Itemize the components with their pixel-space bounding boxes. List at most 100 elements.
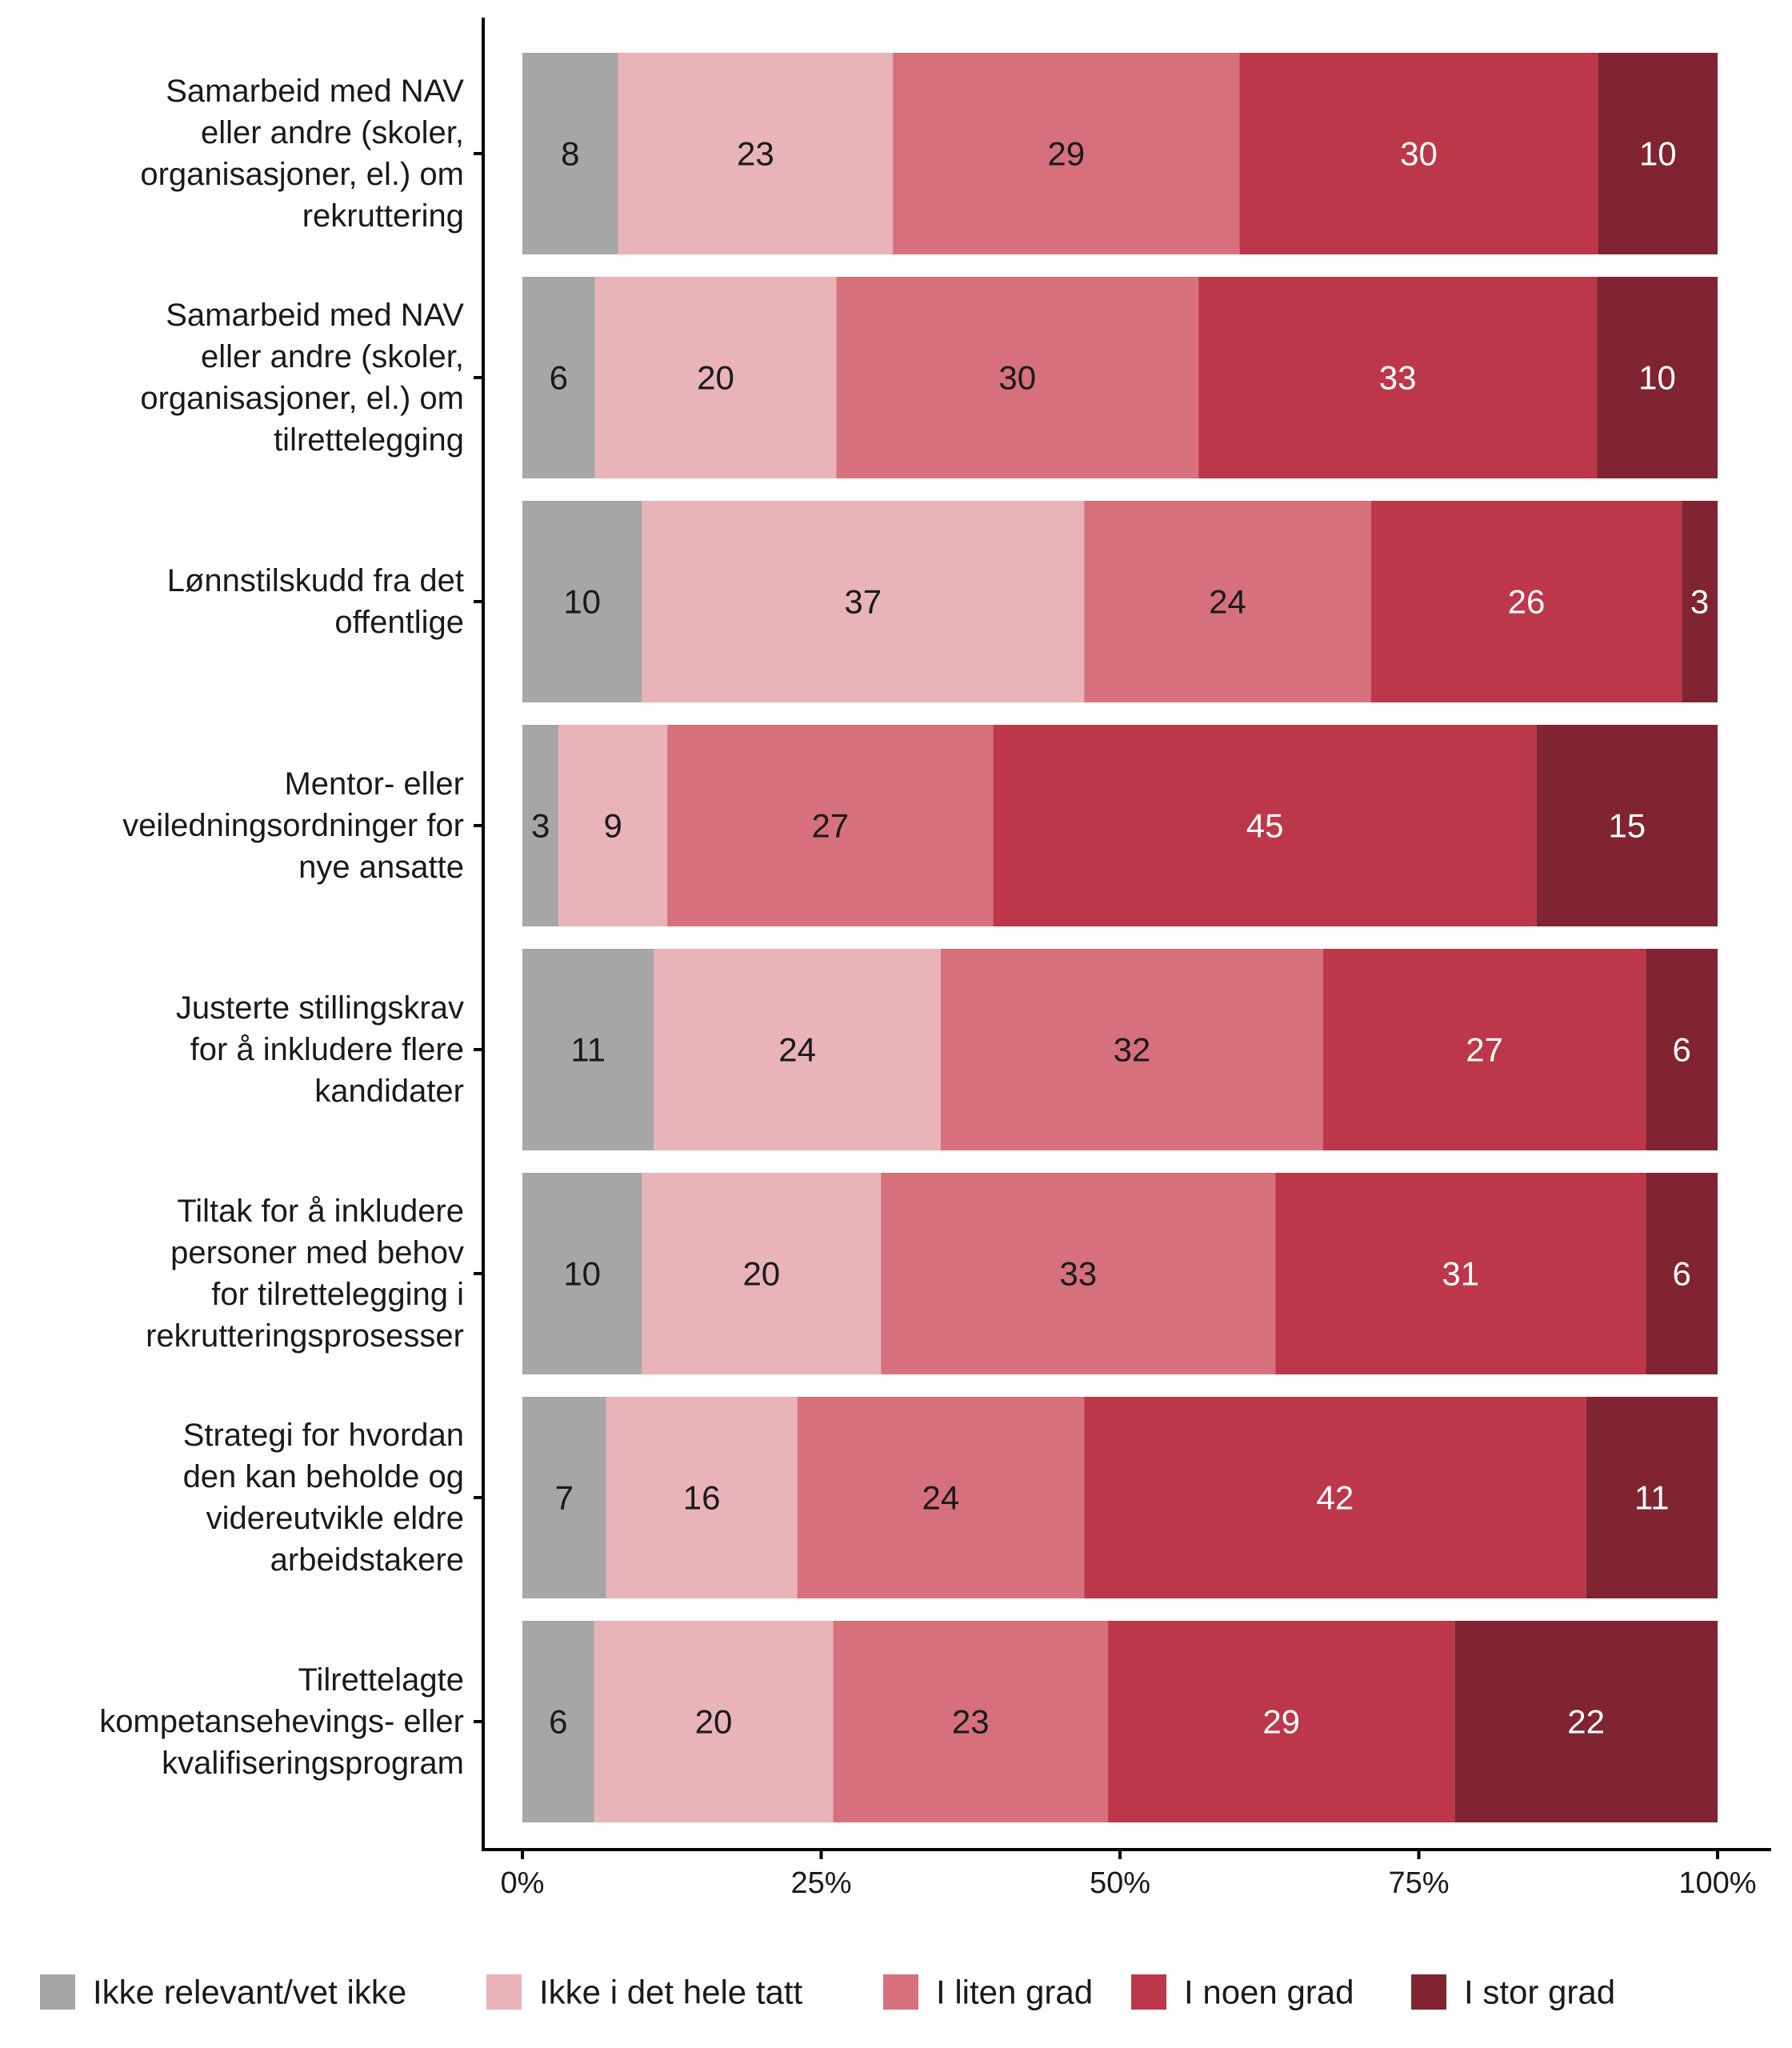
bar-value-label: 11 (1634, 1479, 1670, 1517)
bar-value-label: 16 (683, 1479, 721, 1517)
bar-segment (1084, 501, 1371, 702)
bar-value-label: 27 (1466, 1031, 1503, 1069)
bar-value-label: 20 (695, 1703, 733, 1741)
bar-segment (881, 1173, 1276, 1374)
bar-value-label: 29 (1262, 1703, 1300, 1741)
bar-segment (522, 949, 654, 1150)
bar-value-label: 3 (1690, 583, 1709, 621)
category-label: Lønnstilskudd fra det offentlige (167, 563, 464, 640)
bar-value-label: 23 (737, 135, 774, 173)
bar-value-label: 9 (604, 807, 622, 845)
x-tick-label: 0% (501, 1866, 545, 1900)
bar-segment (1682, 501, 1718, 702)
bar-segment (1239, 53, 1598, 254)
bar-value-label: 15 (1608, 807, 1646, 845)
bar-value-label: 7 (555, 1479, 574, 1517)
bar-value-label: 30 (1400, 135, 1438, 173)
legend-swatch (1411, 1974, 1446, 2010)
category-label-line: for tilrettelegging i (211, 1277, 464, 1312)
bar-segment (1322, 949, 1646, 1150)
bar-value-label: 6 (1673, 1031, 1691, 1069)
bar-segment (642, 1173, 882, 1374)
bar-segment (1108, 1621, 1455, 1822)
category-label-line: den kan beholde og (183, 1459, 464, 1494)
axis-ticks: 0% 25% 50% 75% 100% (474, 152, 1757, 1900)
category-label-line: Justerte stillingskrav (176, 990, 464, 1026)
bar-value-label: 33 (1379, 359, 1417, 397)
bar-segment (654, 949, 941, 1150)
bar-value-label: 27 (811, 807, 849, 845)
bar-segment (1598, 53, 1718, 254)
bar-value-label: 26 (1508, 583, 1546, 621)
legend-label: I stor grad (1464, 1974, 1615, 2011)
bar-value-label: 3 (531, 807, 550, 845)
bar-value-label: 32 (1114, 1031, 1151, 1069)
x-tick-label: 25% (790, 1866, 851, 1900)
category-label-line: Tilrettelagte (298, 1662, 465, 1698)
bar-segment (1646, 949, 1718, 1150)
bar-value-label: 11 (570, 1031, 606, 1069)
bar-segment (797, 1397, 1085, 1598)
bar-segment (993, 725, 1537, 926)
category-label-line: tilrettelegging (274, 422, 464, 458)
legend-label: Ikke relevant/vet ikke (93, 1974, 406, 2011)
category-label-line: organisasjoner, el.) om (140, 381, 464, 416)
bar-value-label: 20 (697, 359, 734, 397)
category-label-line: veiledningsordninger for (122, 808, 464, 843)
bar-segment (1597, 277, 1718, 478)
bar-value-label: 42 (1317, 1479, 1354, 1517)
bar-value-label: 6 (1673, 1255, 1691, 1293)
category-label-line: kvalifiseringsprogram (162, 1746, 464, 1781)
bar-value-label: 33 (1059, 1255, 1097, 1293)
category-label-line: arbeidstakere (270, 1542, 464, 1578)
legend-swatch (486, 1974, 522, 2010)
category-label: Mentor- eller veiledningsordninger for nye… (122, 766, 464, 885)
bar-value-label: 29 (1047, 135, 1085, 173)
bar-segment (618, 53, 894, 254)
bar-segment (522, 277, 595, 478)
bar-segment (522, 1173, 642, 1374)
bar-value-label: 10 (1639, 135, 1677, 173)
bar-value-label: 24 (778, 1031, 816, 1069)
x-tick-label: 100% (1678, 1866, 1756, 1900)
category-label: Justerte stillingskrav for å inkludere fl… (176, 990, 464, 1109)
bar-value-label: 30 (998, 359, 1036, 397)
category-label-line: kompetansehevings- eller (99, 1704, 464, 1739)
bar-value-label: 20 (742, 1255, 780, 1293)
bar-segment (1084, 1397, 1586, 1598)
category-label: Tiltak for å inkludere personer med behov… (146, 1194, 464, 1354)
bar-segment (558, 725, 668, 926)
bar-segment (833, 1621, 1109, 1822)
bar-segment (1536, 725, 1718, 926)
category-label-line: rekruttering (302, 198, 464, 234)
bar-value-label: 22 (1567, 1703, 1605, 1741)
category-label-line: nye ansatte (298, 850, 464, 885)
category-label: Tilrettelagte kompetansehevings- eller kva… (99, 1662, 464, 1781)
category-label-line: eller andre (skoler, (201, 339, 464, 374)
bar-value-label: 37 (844, 583, 882, 621)
bar-segment (1586, 1397, 1718, 1598)
category-label-line: personer med behov (170, 1235, 464, 1270)
bar-value-label: 10 (563, 1255, 601, 1293)
bar-value-label: 31 (1442, 1255, 1479, 1293)
bar-segment (940, 949, 1323, 1150)
bar-segment (1370, 501, 1682, 702)
bar-value-label: 6 (550, 359, 568, 397)
category-label-line: organisasjoner, el.) om (140, 157, 464, 192)
category-label: Samarbeid med NAV eller andre (skoler, org… (140, 298, 464, 458)
bar-segment (1275, 1173, 1646, 1374)
category-label: Samarbeid med NAV eller andre (skoler, org… (140, 74, 464, 234)
x-tick-label: 75% (1388, 1866, 1449, 1900)
bar-value-label: 23 (952, 1703, 990, 1741)
bar-value-label: 8 (561, 135, 579, 173)
legend-swatch (883, 1974, 918, 2010)
bar-segment (1454, 1621, 1718, 1822)
category-label-line: Tiltak for å inkludere (177, 1194, 464, 1229)
legend-label: I liten grad (936, 1974, 1093, 2011)
bar-segment (1198, 277, 1598, 478)
legend-swatch (40, 1974, 75, 2010)
category-label-line: eller andre (skoler, (201, 115, 464, 150)
bar-segment (522, 725, 559, 926)
category-label-line: Samarbeid med NAV (166, 74, 464, 109)
